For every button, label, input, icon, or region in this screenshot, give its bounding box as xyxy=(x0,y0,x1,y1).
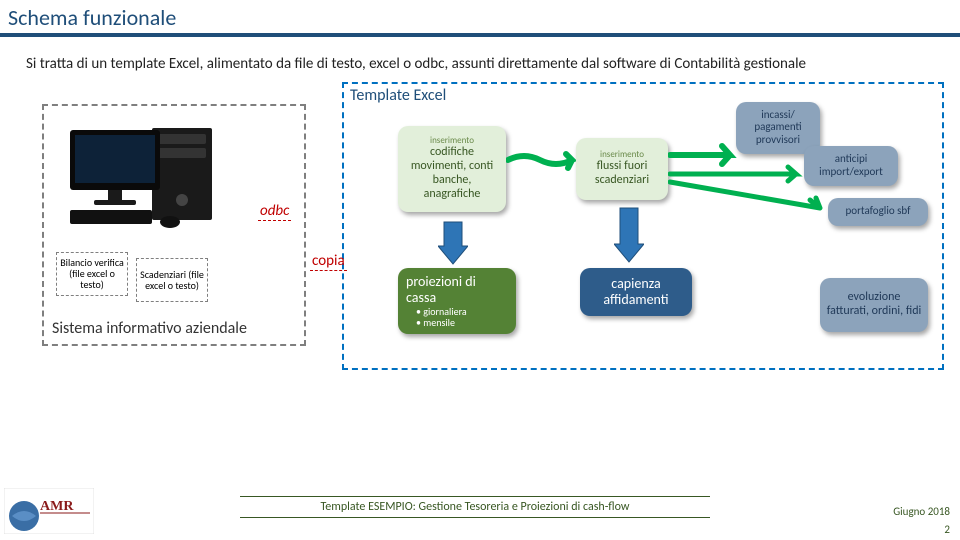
pc-icon xyxy=(60,122,240,232)
sis-label: Sistema informativo aziendale xyxy=(52,320,247,338)
page-number: 2 xyxy=(944,523,950,536)
intro-text: Si tratta di un template Excel, alimenta… xyxy=(0,37,960,82)
proiezioni-box: proiezioni di cassa • giornaliera • mens… xyxy=(398,268,516,334)
arrow-flussi-portafoglio xyxy=(668,178,828,214)
flussi-text: flussi fuori scadenziari xyxy=(582,160,662,188)
evoluzione-box: evoluzione fatturati, ordini, fidi xyxy=(820,278,928,332)
amr-logo: AMR xyxy=(4,488,94,534)
flussi-box: inserimento flussi fuori scadenziari xyxy=(576,138,668,200)
arrow-down-capienza xyxy=(614,202,644,266)
bilancio-box: Bilancio verifica (file excel o testo) xyxy=(56,252,128,296)
incassi-box: incassi/ pagamenti provvisori xyxy=(736,102,820,154)
footer-text: Template ESEMPIO: Gestione Tesoreria e P… xyxy=(240,496,710,518)
codifiche-box: inserimento codifiche movimenti, conti b… xyxy=(398,126,506,212)
footer-date: Giugno 2018 xyxy=(893,505,950,518)
proiezioni-b2: • mensile xyxy=(406,317,508,329)
page-title: Schema funzionale xyxy=(0,0,960,33)
odbc-label: odbc xyxy=(258,202,291,221)
diagram-stage: Template Excel Sistema informativo azien… xyxy=(0,82,960,412)
scadenziari-box: Scadenziari (file excel o testo) xyxy=(136,258,208,302)
portafoglio-box: portafoglio sbf xyxy=(828,198,928,226)
arrow-codifiche-flussi xyxy=(506,150,576,188)
codifiche-text: codifiche movimenti, conti banche, anagr… xyxy=(404,146,500,201)
proiezioni-title: proiezioni di cassa xyxy=(406,274,508,306)
copia-label: copia xyxy=(310,252,347,271)
template-label: Template Excel xyxy=(350,86,446,105)
capienza-box: capienza affidamenti xyxy=(580,268,692,316)
arrow-down-proiezioni xyxy=(438,216,468,266)
svg-text:AMR: AMR xyxy=(40,499,74,514)
